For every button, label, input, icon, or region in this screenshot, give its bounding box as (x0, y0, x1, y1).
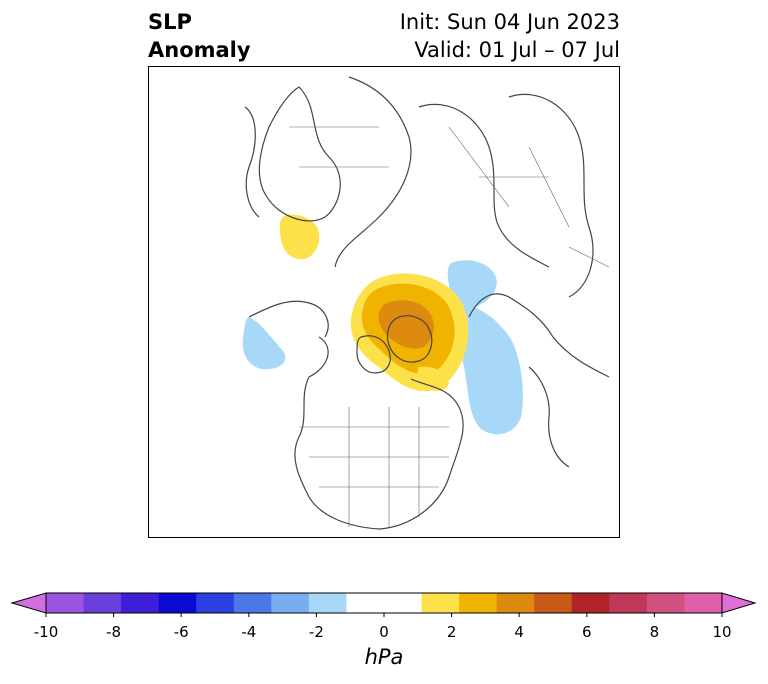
colorbar-tick-label: -4 (241, 623, 257, 641)
colorbar-block (421, 593, 460, 613)
polar-map (242, 76, 610, 530)
colorbar-ticks (45, 613, 723, 617)
colorbar-tick-label: 8 (649, 623, 660, 641)
greenland-positive-anomaly-3hpa (378, 300, 434, 349)
colorbar-block (233, 593, 272, 613)
forecast-dates: Init: Sun 04 Jun 2023 Valid: 01 Jul – 07… (400, 8, 620, 64)
colorbar-block (158, 593, 197, 613)
colorbar-block (121, 593, 160, 613)
map-panel (148, 66, 620, 538)
colorbar-block (496, 593, 535, 613)
colorbar-tick-label: -6 (173, 623, 189, 641)
western-canada-positive-anomaly (279, 214, 320, 260)
valid-date: Valid: 01 Jul – 07 Jul (414, 38, 620, 62)
colorbar-block (308, 593, 347, 613)
coastlines (244, 76, 610, 530)
colorbar-block (83, 593, 122, 613)
colorbar-tick-label: -10 (33, 623, 59, 641)
colorbar-block (609, 593, 648, 613)
colorbar-under-arrow (10, 592, 47, 614)
plot-title: SLP Anomaly (148, 8, 251, 64)
colorbar-over-arrow (721, 592, 757, 614)
colorbar-tick-label: 2 (446, 623, 457, 641)
colorbar-block (534, 593, 573, 613)
init-date: Init: Sun 04 Jun 2023 (399, 10, 620, 34)
barents-negative-anomaly (447, 260, 497, 308)
colorbar-tick-label: -8 (106, 623, 122, 641)
political-borders (289, 126, 610, 527)
anomaly-shading (242, 214, 523, 435)
colorbar-block (571, 593, 610, 613)
colorbar-tick-label: 10 (712, 623, 732, 641)
title-line-1: SLP (148, 10, 192, 34)
colorbar-block (271, 593, 310, 613)
colorbar (10, 592, 757, 617)
bering-negative-anomaly (242, 317, 286, 370)
colorbar-block (459, 593, 498, 613)
colorbar-tick-label: 4 (514, 623, 524, 641)
colorbar-block (196, 593, 235, 613)
colorbar-tick-label: 6 (582, 623, 592, 641)
colorbar-block (684, 593, 723, 613)
colorbar-unit-label: hPa (364, 645, 404, 669)
title-line-2: Anomaly (148, 38, 251, 62)
lower-positive-tail (417, 366, 449, 391)
colorbar-block (346, 593, 385, 613)
colorbar-block (46, 593, 85, 613)
colorbar-block (646, 593, 685, 613)
colorbar-block (384, 593, 423, 613)
colorbar-tick-label: -2 (308, 623, 324, 641)
colorbar-blocks (46, 593, 723, 613)
atlantic-negative-anomaly (453, 303, 523, 435)
colorbar-tick-label: 0 (379, 623, 389, 641)
